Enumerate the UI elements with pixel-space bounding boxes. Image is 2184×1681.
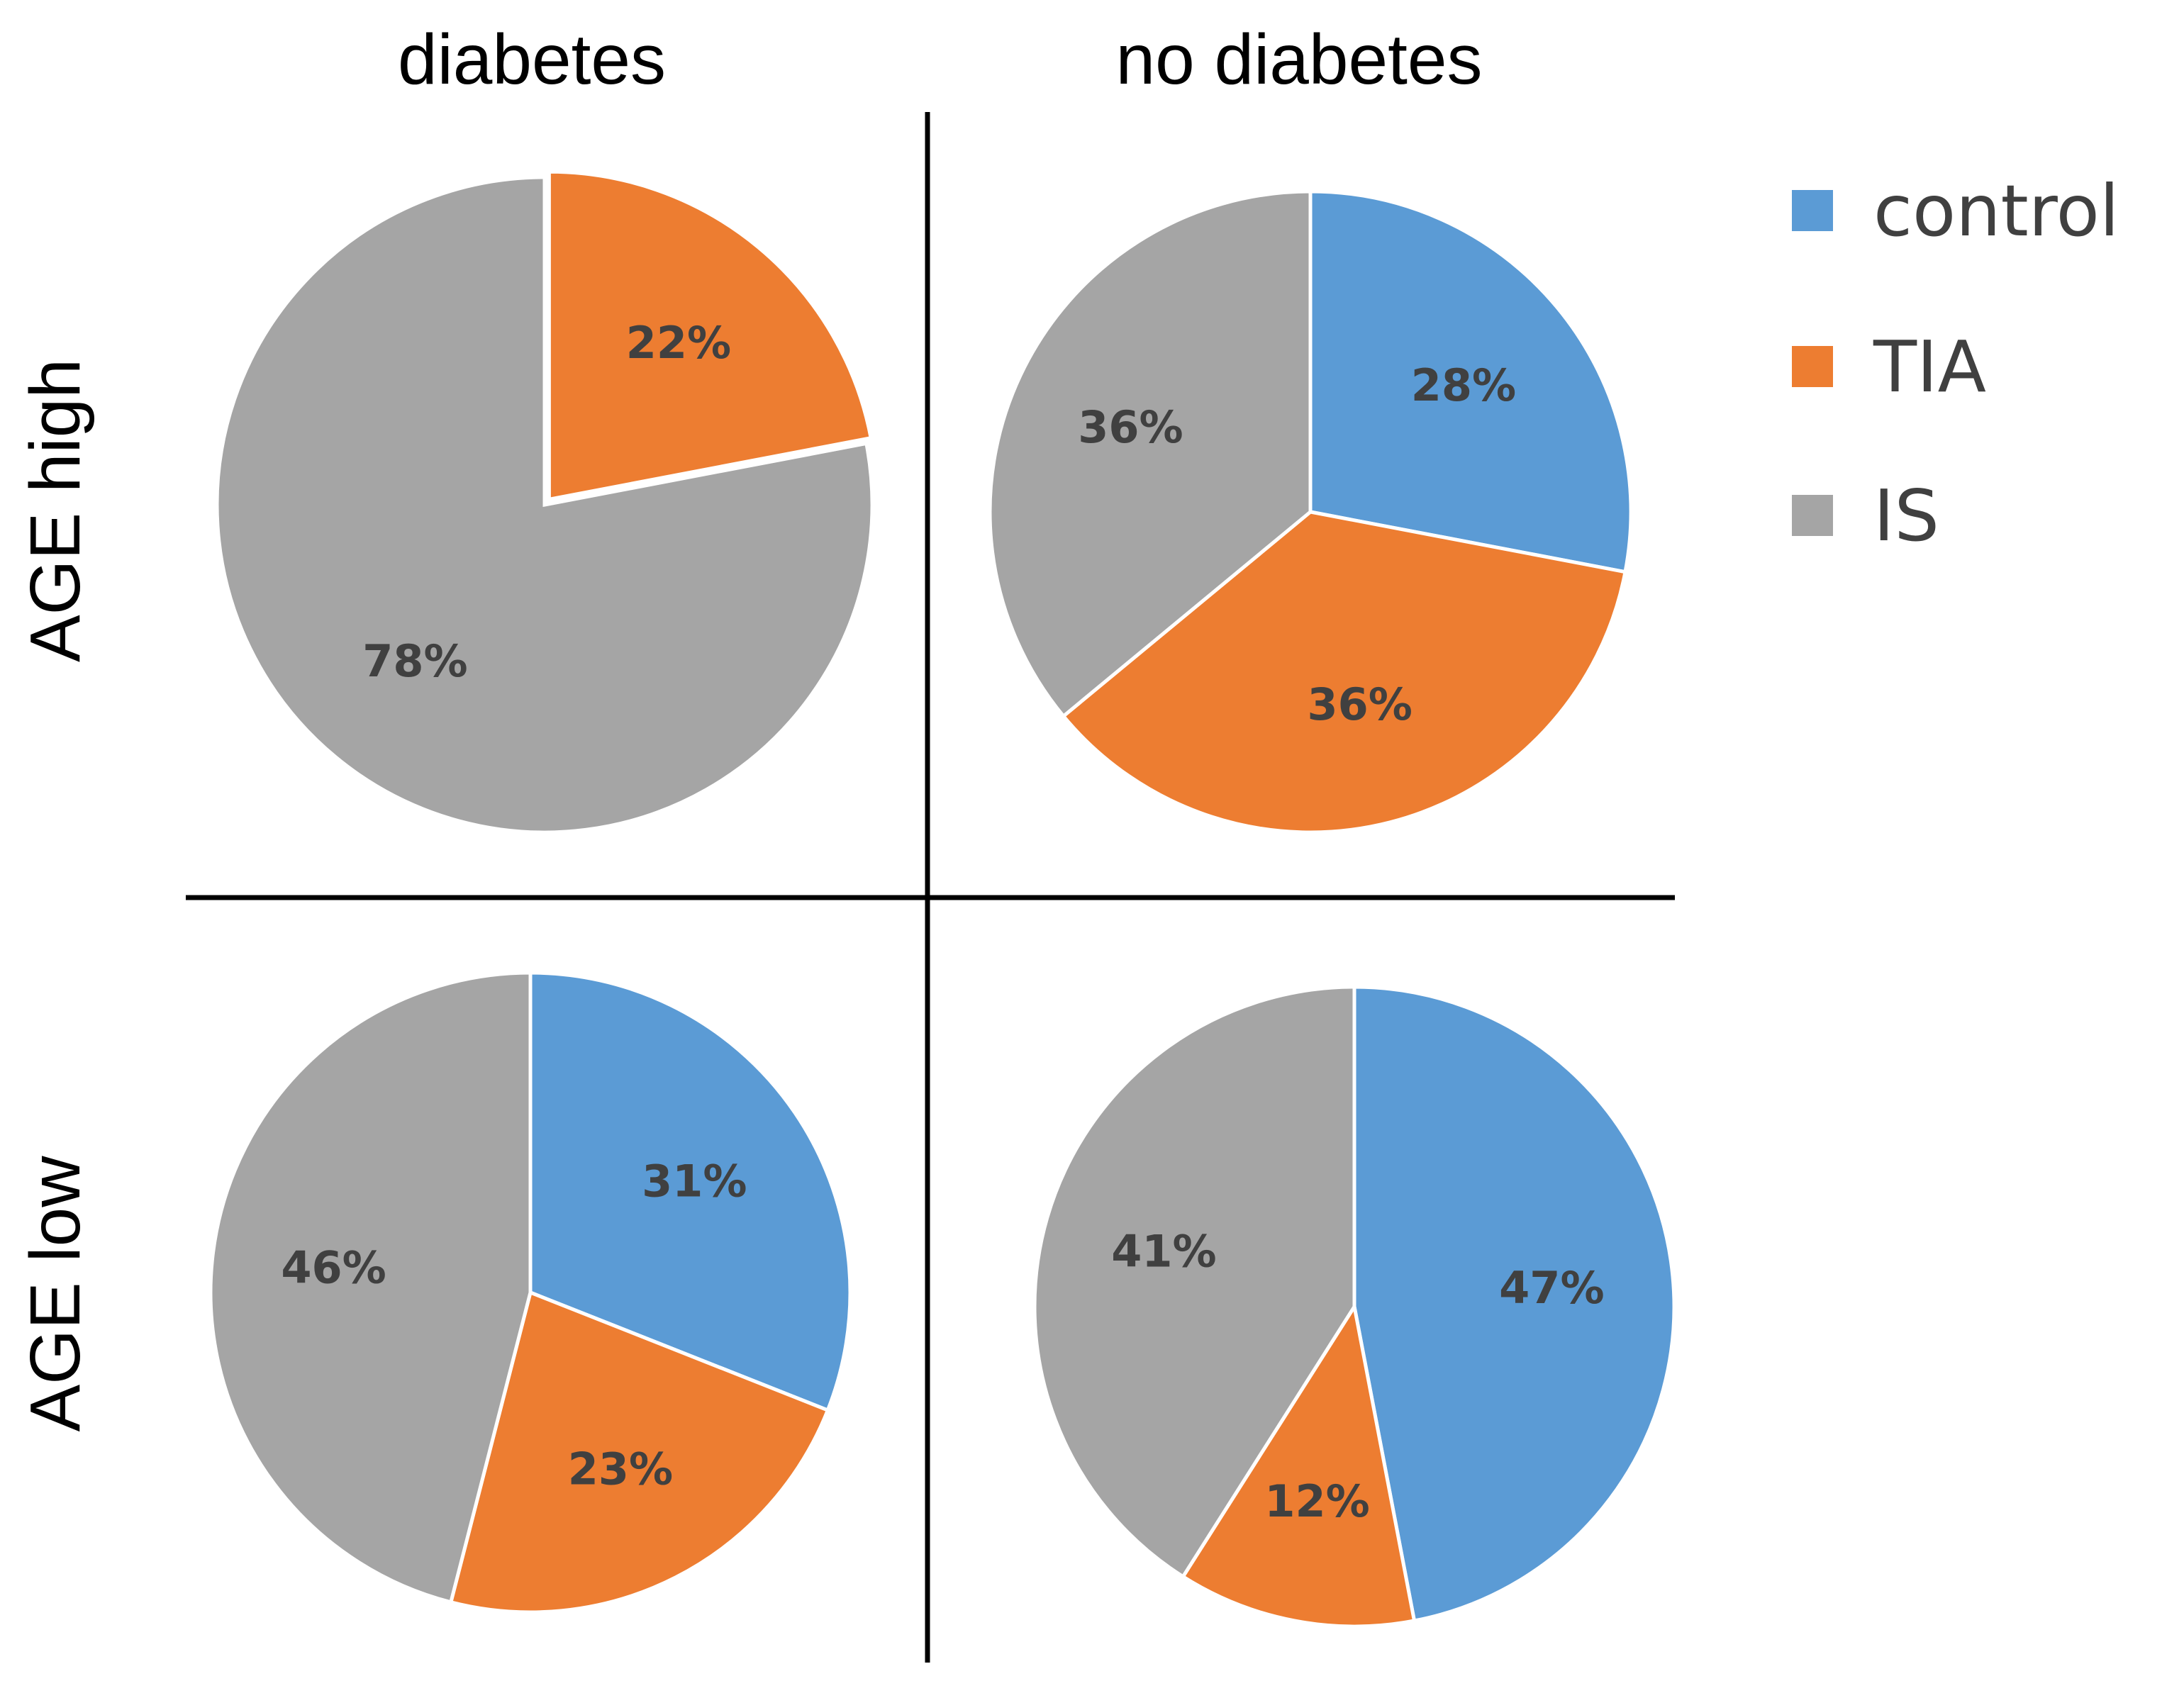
- legend: control TIA IS: [1792, 169, 2119, 557]
- data-label-age-low-no-diabetes-control: 47%: [1499, 1262, 1604, 1314]
- slice-age-low-no-diabetes-tia: [1180, 1302, 1417, 1629]
- slice-age-high-diabetes-tia: [547, 169, 874, 502]
- legend-label-is: IS: [1873, 474, 1939, 557]
- pie-age-high-diabetes: 22% 78%: [215, 169, 874, 834]
- data-label-age-high-diabetes-tia: 22%: [626, 317, 731, 369]
- data-label-age-low-no-diabetes-tia: 12%: [1264, 1475, 1369, 1527]
- column-label-diabetes: diabetes: [398, 20, 666, 99]
- data-label-age-high-diabetes-is: 78%: [362, 635, 467, 687]
- data-label-age-high-no-diabetes-control: 28%: [1411, 359, 1516, 411]
- column-label-no-diabetes: no diabetes: [1115, 20, 1482, 99]
- slice-age-high-diabetes-is: [215, 175, 874, 834]
- slice-age-high-no-diabetes-control: [1308, 189, 1633, 574]
- slice-age-high-no-diabetes-tia: [1061, 510, 1627, 834]
- slice-age-low-diabetes-is: [208, 971, 533, 1604]
- legend-label-control: control: [1873, 169, 2119, 252]
- data-label-age-low-no-diabetes-is: 41%: [1111, 1225, 1216, 1277]
- legend-swatch-tia: [1792, 346, 1833, 387]
- slice-age-low-diabetes-tia: [448, 1290, 830, 1614]
- pie-age-low-diabetes: 31% 23% 46%: [208, 971, 852, 1614]
- slice-age-low-no-diabetes-control: [1352, 985, 1676, 1623]
- row-label-age-high: AGE high: [16, 359, 95, 662]
- pie-age-low-no-diabetes: 47% 12% 41%: [1032, 985, 1676, 1629]
- data-label-age-high-no-diabetes-is: 36%: [1078, 401, 1183, 453]
- slice-age-low-no-diabetes-is: [1032, 985, 1356, 1580]
- data-label-age-high-no-diabetes-tia: 36%: [1307, 678, 1412, 730]
- pie-age-high-no-diabetes: 28% 36% 36%: [988, 189, 1633, 834]
- legend-swatch-control: [1792, 190, 1833, 231]
- data-label-age-low-diabetes-is: 46%: [281, 1241, 386, 1293]
- row-label-age-low: AGE low: [16, 1156, 95, 1432]
- data-label-age-low-diabetes-tia: 23%: [568, 1443, 673, 1495]
- slice-age-high-no-diabetes-is: [988, 189, 1313, 719]
- slice-age-low-diabetes-control: [528, 971, 852, 1413]
- legend-label-tia: TIA: [1873, 325, 1986, 408]
- legend-swatch-is: [1792, 495, 1833, 536]
- data-label-age-low-diabetes-control: 31%: [642, 1155, 747, 1207]
